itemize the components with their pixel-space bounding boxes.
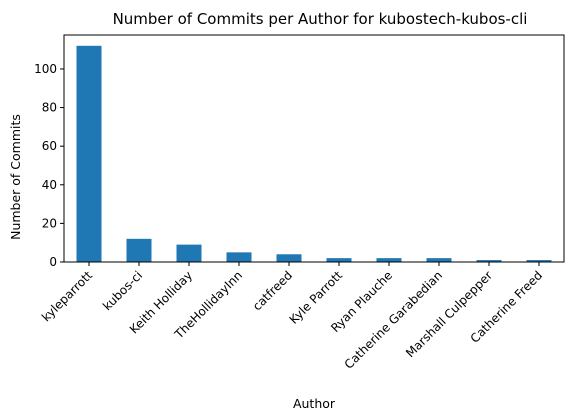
x-tick-label-7: Catherine Garabedian — [342, 268, 445, 371]
bar-1 — [126, 238, 152, 262]
y-tick-label-5: 100 — [34, 62, 57, 76]
y-axis-label: Number of Commits — [8, 114, 23, 240]
bar-4 — [276, 254, 302, 262]
y-tick-label-4: 80 — [42, 101, 57, 115]
bar-6 — [376, 258, 402, 262]
x-tick-label-8: Marshall Culpepper — [403, 268, 495, 360]
x-tick-label-1: kubos-ci — [100, 268, 145, 313]
x-axis-label: Author — [293, 396, 336, 411]
y-tick-label-3: 60 — [42, 139, 57, 153]
bar-0 — [76, 45, 102, 262]
y-tick-label-0: 0 — [49, 255, 57, 269]
x-tick-label-0: kyleparrott — [39, 268, 95, 324]
bar-3 — [226, 252, 252, 262]
bar-2 — [176, 244, 202, 262]
bar-5 — [326, 258, 352, 262]
chart-title: Number of Commits per Author for kuboste… — [113, 10, 528, 28]
y-tick-label-1: 20 — [42, 216, 57, 230]
bar-7 — [426, 258, 452, 262]
y-tick-label-2: 40 — [42, 178, 57, 192]
x-tick-label-4: catfreed — [250, 268, 295, 313]
bar-9 — [526, 260, 552, 262]
axes-frame — [63, 34, 565, 263]
bar-8 — [476, 260, 502, 262]
